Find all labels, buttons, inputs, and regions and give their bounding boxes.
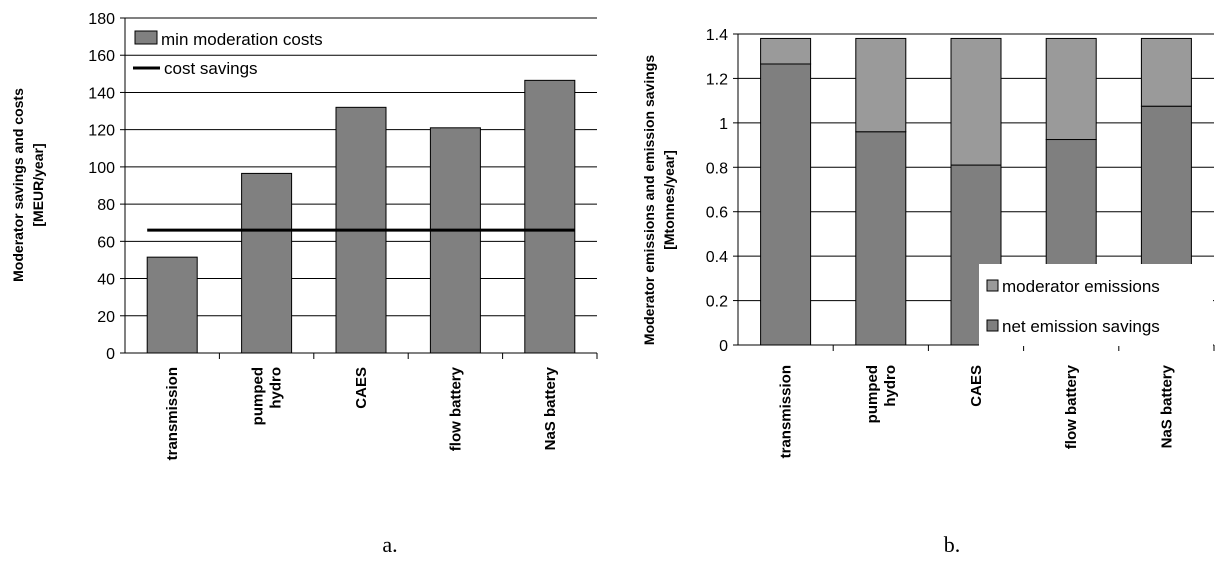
- chart-b-category-label-pumped-hydro: pumpedhydro: [864, 365, 899, 423]
- chart-b-legend-swatch-net-emission-savings: [986, 319, 999, 332]
- chart-b-y-tick-label: 0.8: [706, 160, 728, 177]
- chart-b-y-tick-label: 1.2: [706, 71, 728, 88]
- chart-a-category-label-flow-battery: flow battery: [447, 366, 464, 451]
- chart-a-y-axis-units: [MEUR/year]: [30, 143, 46, 226]
- chart-a-legend-label: min moderation costs: [161, 30, 323, 49]
- chart-a-category-label-pumped-hydro: pumpedhydro: [250, 367, 285, 425]
- chart-a-legend-label: cost savings: [164, 59, 258, 78]
- chart-a-legend-swatch-bar: [134, 30, 158, 45]
- chart-a-category-label-transmission: transmission: [164, 367, 181, 460]
- chart-a-y-tick-label: 120: [88, 123, 115, 140]
- chart-a-y-tick-label: 140: [88, 85, 115, 102]
- chart-a-y-tick-label: 80: [97, 197, 115, 214]
- chart-b-bar-pumped-hydro-net-emission-savings: [855, 131, 907, 346]
- chart-a-bar-pumped-hydro: [241, 172, 293, 354]
- chart-b-legend-swatch-moderator-emissions: [986, 279, 999, 292]
- chart-b-y-tick-label: 0.2: [706, 294, 728, 311]
- chart-b-category-labels: transmission pumpedhydro CAES flow battery N…: [778, 364, 1176, 458]
- chart-b-y-tick-label: 1.4: [706, 27, 728, 44]
- chart-a-panel-label: a.: [382, 532, 397, 557]
- chart-a-axes: [120, 17, 598, 359]
- chart-b-bar-nas-battery-moderator-emissions: [1140, 37, 1192, 107]
- chart-a-category-label-nas-battery: NaS battery: [542, 366, 559, 450]
- chart-b-legend-label: net emission savings: [1002, 317, 1160, 336]
- chart-b-bar-caes-moderator-emissions: [950, 37, 1002, 166]
- chart-b-legend: moderator emissions net emission savings: [979, 264, 1213, 346]
- chart-b-bar-pumped-hydro-moderator-emissions: [855, 37, 907, 133]
- chart-b-category-label-flow-battery: flow battery: [1063, 364, 1080, 449]
- chart-a-y-tick-label: 20: [97, 309, 115, 326]
- chart-b-legend-label: moderator emissions: [1002, 277, 1160, 296]
- chart-a-y-axis-label: Moderator savings and costs: [10, 88, 26, 282]
- chart-a-y-tick-label: 100: [88, 160, 115, 177]
- chart-b-bar-transmission-net-emission-savings: [760, 63, 812, 346]
- chart-a-bars: [146, 79, 576, 354]
- chart-a-y-tick-label: 0: [106, 346, 115, 363]
- chart-b-y-tick-labels: 0 0.2 0.4 0.6 0.8 1 1.2 1.4: [706, 27, 728, 355]
- chart-b-legend-box: [979, 264, 1213, 346]
- chart-b-category-label-caes: CAES: [968, 365, 985, 407]
- chart-a: 0 20 40 60 80 100 120 140 160 180 transmission pum…: [10, 11, 598, 557]
- chart-b-category-label-nas-battery: NaS battery: [1158, 364, 1175, 448]
- chart-a-y-tick-label: 160: [88, 48, 115, 65]
- chart-a-category-label-caes: CAES: [353, 367, 370, 409]
- chart-a-bar-flow-battery: [429, 127, 481, 354]
- chart-b-panel-label: b.: [944, 532, 961, 557]
- chart-b-bar-transmission-moderator-emissions: [760, 37, 812, 65]
- chart-a-y-tick-label: 180: [88, 11, 115, 28]
- chart-b: 0 0.2 0.4 0.6 0.8 1 1.2 1.4 transmission pumpedh…: [641, 27, 1215, 557]
- chart-b-y-tick-label: 1: [719, 116, 728, 133]
- chart-a-legend: min moderation costs cost savings: [133, 30, 323, 78]
- chart-a-y-tick-label: 60: [97, 234, 115, 251]
- chart-b-bar-flow-battery-moderator-emissions: [1045, 37, 1097, 141]
- chart-a-category-labels: transmission pumpedhydro CAES flow battery N…: [164, 366, 559, 460]
- chart-a-y-tick-labels: 0 20 40 60 80 100 120 140 160 180: [88, 11, 115, 363]
- chart-a-bar-nas-battery: [524, 79, 576, 354]
- chart-b-y-tick-label: 0.4: [706, 249, 728, 266]
- chart-a-bar-transmission: [146, 256, 198, 354]
- chart-b-y-tick-label: 0.6: [706, 205, 728, 222]
- chart-b-y-tick-label: 0: [719, 338, 728, 355]
- chart-b-category-label-transmission: transmission: [778, 365, 795, 458]
- chart-b-y-axis-units: [Mtonnes/year]: [661, 150, 677, 250]
- chart-b-y-axis-label: Moderator emissions and emission savings: [641, 55, 657, 345]
- chart-a-y-tick-label: 40: [97, 272, 115, 289]
